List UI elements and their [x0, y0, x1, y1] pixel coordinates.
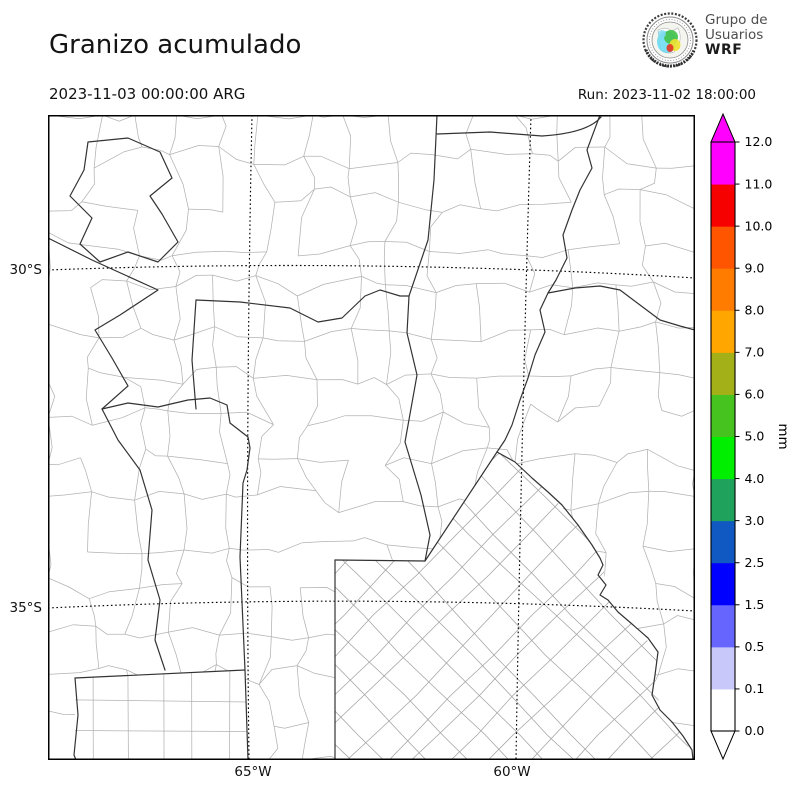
colorbar-tick-label: 0.1	[745, 681, 765, 696]
graticule-gridlines	[48, 115, 695, 760]
colorbar-band	[711, 436, 735, 480]
argentina-admin-map	[48, 115, 695, 760]
colorbar-band	[711, 604, 735, 648]
xtick-65w: 65°W	[234, 764, 272, 780]
colorbar-band	[711, 352, 735, 395]
logo-line2: Usuarios	[705, 27, 764, 43]
buenos-aires-region	[335, 452, 695, 760]
gridline-35s	[48, 600, 695, 612]
colorbar-band	[711, 268, 735, 311]
colorbar-tick-label: 9.0	[745, 260, 765, 275]
colorbar-band	[711, 394, 735, 437]
logo-line3-wrf: WRF	[705, 42, 743, 58]
ytick-35s: 35°S	[9, 600, 43, 616]
colorbar-band	[711, 226, 735, 269]
colorbar-band	[711, 184, 735, 227]
colorbar-tick-label: 2.5	[745, 555, 765, 570]
department-boundaries-mesh	[48, 115, 695, 760]
colorbar-band	[711, 310, 735, 353]
colorbar-tick-label: 0.5	[745, 639, 765, 654]
gridline-60w	[515, 115, 532, 760]
colorbar: 0.0 0.1 0.5 1.5 2.5 3.0 4.0 5.0 6.0 7.0 8.0 9.0 10.0…	[700, 105, 800, 785]
xtick-60w: 60°W	[493, 764, 531, 780]
wrf-users-group-logo: Grupo de Usuarios WRF	[641, 11, 800, 71]
valid-time-label: 2023-11-03 00:00:00 ARG	[49, 85, 246, 103]
la-pampa-region	[75, 670, 248, 760]
run-time-label: Run: 2023-11-02 18:00:00	[577, 87, 756, 103]
colorbar-tick-label: 10.0	[745, 218, 773, 233]
la-pampa-grid-mesh	[75, 670, 248, 760]
colorbar-band	[711, 478, 735, 522]
colorbar-tick-label: 0.0	[745, 723, 765, 738]
colorbar-tick-label: 5.0	[745, 429, 765, 444]
colorbar-band	[711, 142, 735, 185]
logo-text: Grupo de Usuarios WRF	[705, 13, 768, 58]
colorbar-tick-label: 7.0	[745, 345, 765, 360]
colorbar-band	[711, 562, 735, 606]
colorbar-tick-label: 3.0	[745, 513, 765, 528]
map-panel	[48, 115, 695, 760]
ytick-30s: 30°S	[9, 262, 43, 278]
logo-line1: Grupo de	[705, 12, 768, 28]
gridline-65w	[246, 115, 253, 760]
colorbar-svg: 0.0 0.1 0.5 1.5 2.5 3.0 4.0 5.0 6.0 7.0 8.0 9.0 10.0…	[710, 112, 791, 761]
colorbar-tick-label: 12.0	[745, 134, 773, 149]
colorbar-tick-label: 4.0	[745, 471, 765, 486]
colorbar-under-arrow	[710, 730, 736, 761]
colorbar-tick-label: 1.5	[745, 597, 765, 612]
colorbar-band	[711, 688, 735, 732]
colorbar-tick-label: 6.0	[745, 387, 765, 402]
colorbar-tick-label: 11.0	[745, 176, 773, 191]
colorbar-band	[711, 646, 735, 690]
colorbar-unit-label: mm	[775, 423, 791, 449]
page-title: Granizo acumulado	[49, 30, 302, 60]
map-frame	[48, 115, 695, 760]
colorbar-tick-label: 8.0	[745, 302, 765, 317]
colorbar-band	[711, 520, 735, 564]
province-boundaries	[48, 115, 695, 760]
colorbar-over-arrow	[710, 112, 736, 143]
logo-seal-icon	[642, 12, 698, 68]
gridline-30s	[48, 264, 695, 279]
